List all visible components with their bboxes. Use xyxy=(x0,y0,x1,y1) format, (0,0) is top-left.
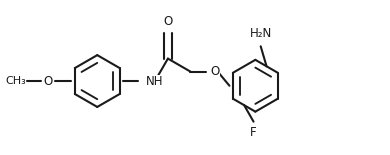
Text: H₂N: H₂N xyxy=(250,27,272,40)
Text: CH₃: CH₃ xyxy=(5,76,27,86)
Text: O: O xyxy=(43,75,52,88)
Text: O: O xyxy=(163,15,172,28)
Text: NH: NH xyxy=(145,75,163,88)
Text: F: F xyxy=(250,126,257,139)
Text: O: O xyxy=(211,65,220,78)
